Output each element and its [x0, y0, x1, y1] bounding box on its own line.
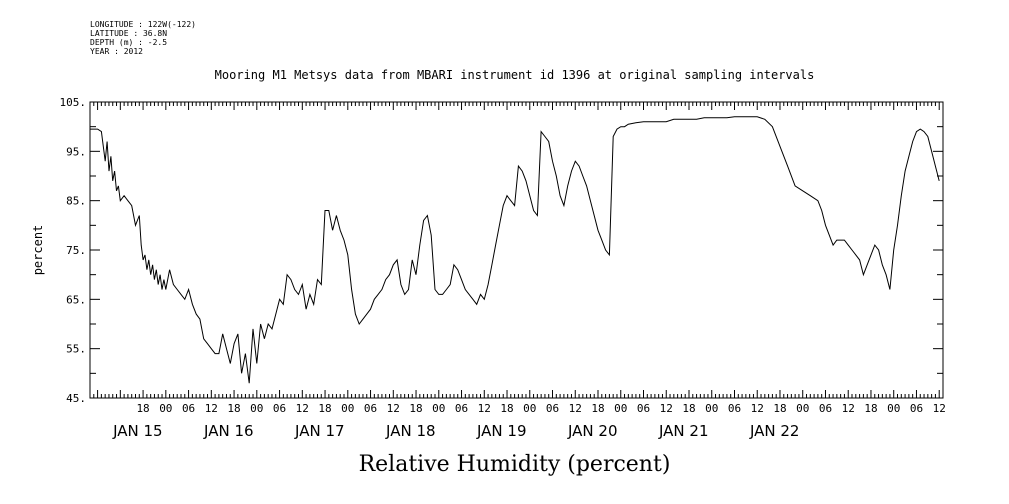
x-tick-label: 00 — [432, 402, 445, 415]
y-tick-label: 45. — [66, 392, 86, 405]
x-tick-label: 12 — [660, 402, 673, 415]
x-tick-label: 00 — [250, 402, 263, 415]
x-tick-label: 00 — [796, 402, 809, 415]
x-tick-label: 06 — [182, 402, 195, 415]
x-tick-label: 12 — [569, 402, 582, 415]
date-label: JAN 19 — [476, 422, 527, 440]
x-tick-label: 06 — [273, 402, 286, 415]
x-tick-label: 18 — [864, 402, 877, 415]
x-tick-label: 18 — [682, 402, 695, 415]
x-tick-label: 06 — [910, 402, 923, 415]
longitude-label: LONGITUDE : 122W(-122) — [90, 20, 196, 29]
x-tick-label: 18 — [227, 402, 240, 415]
x-tick-label: 06 — [455, 402, 468, 415]
x-tick-label: 18 — [409, 402, 422, 415]
x-tick-label: 06 — [546, 402, 559, 415]
x-tick-label: 06 — [819, 402, 832, 415]
x-tick-label: 18 — [591, 402, 604, 415]
chart-title: Mooring M1 Metsys data from MBARI instru… — [214, 68, 815, 82]
x-tick-label: 00 — [159, 402, 172, 415]
x-tick-label: 12 — [205, 402, 218, 415]
metadata-block: LONGITUDE : 122W(-122) LATITUDE : 36.8N … — [90, 20, 196, 56]
y-tick-label: 65. — [66, 293, 86, 306]
date-label: JAN 17 — [294, 422, 345, 440]
y-tick-label: 85. — [66, 195, 86, 208]
y-tick-label: 95. — [66, 145, 86, 158]
y-axis-label: percent — [31, 225, 45, 276]
year-label: YEAR : 2012 — [90, 47, 143, 56]
x-tick-label: 06 — [728, 402, 741, 415]
x-tick-label: 12 — [387, 402, 400, 415]
x-tick-label: 18 — [136, 402, 149, 415]
x-tick-label: 00 — [341, 402, 354, 415]
date-label: JAN 20 — [567, 422, 618, 440]
x-tick-label: 12 — [296, 402, 309, 415]
y-tick-label: 55. — [66, 343, 86, 356]
depth-label: DEPTH (m) : -2.5 — [90, 38, 168, 47]
x-tick-label: 06 — [364, 402, 377, 415]
date-label: JAN 21 — [658, 422, 709, 440]
date-label: JAN 22 — [749, 422, 800, 440]
x-tick-label: 00 — [614, 402, 627, 415]
x-tick-label: 12 — [478, 402, 491, 415]
x-tick-label: 00 — [705, 402, 718, 415]
x-tick-label: 00 — [523, 402, 536, 415]
humidity-series-line — [90, 116, 940, 384]
date-label: JAN 18 — [385, 422, 436, 440]
x-tick-label: 12 — [933, 402, 946, 415]
x-tick-label: 18 — [773, 402, 786, 415]
date-label: JAN 16 — [203, 422, 254, 440]
x-tick-label: 18 — [318, 402, 331, 415]
x-tick-label: 12 — [842, 402, 855, 415]
x-tick-label: 06 — [637, 402, 650, 415]
x-tick-label: 18 — [500, 402, 513, 415]
x-axis-label: Relative Humidity (percent) — [358, 452, 671, 477]
x-tick-label: 00 — [887, 402, 900, 415]
y-tick-label: 75. — [66, 244, 86, 257]
y-tick-label: 105. — [60, 96, 87, 109]
x-tick-label: 12 — [751, 402, 764, 415]
latitude-label: LATITUDE : 36.8N — [90, 29, 168, 38]
date-label: JAN 15 — [112, 422, 163, 440]
